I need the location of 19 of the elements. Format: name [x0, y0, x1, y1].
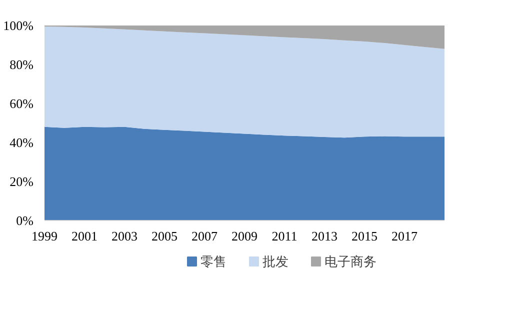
x-tick-label: 2007 [192, 228, 218, 244]
x-tick-label: 2013 [312, 228, 338, 244]
x-tick-label: 2011 [272, 228, 298, 244]
x-tick-label: 2001 [72, 228, 98, 244]
legend-label: 零售 [200, 254, 226, 269]
legend-label: 电子商务 [324, 254, 376, 269]
x-tick-label: 2015 [352, 228, 378, 244]
legend-label: 批发 [262, 254, 288, 269]
x-tick-label: 2009 [232, 228, 258, 244]
x-tick-label: 2003 [112, 228, 138, 244]
x-tick-label: 2005 [152, 228, 178, 244]
y-tick-label: 40% [10, 135, 34, 150]
y-tick-label: 60% [10, 96, 34, 111]
y-tick-label: 20% [10, 174, 34, 189]
x-tick-label: 2017 [392, 228, 418, 244]
y-tick-label: 0% [16, 213, 34, 228]
y-tick-label: 100% [3, 18, 34, 33]
y-tick-label: 80% [10, 57, 34, 72]
x-tick-label: 1999 [32, 228, 58, 244]
